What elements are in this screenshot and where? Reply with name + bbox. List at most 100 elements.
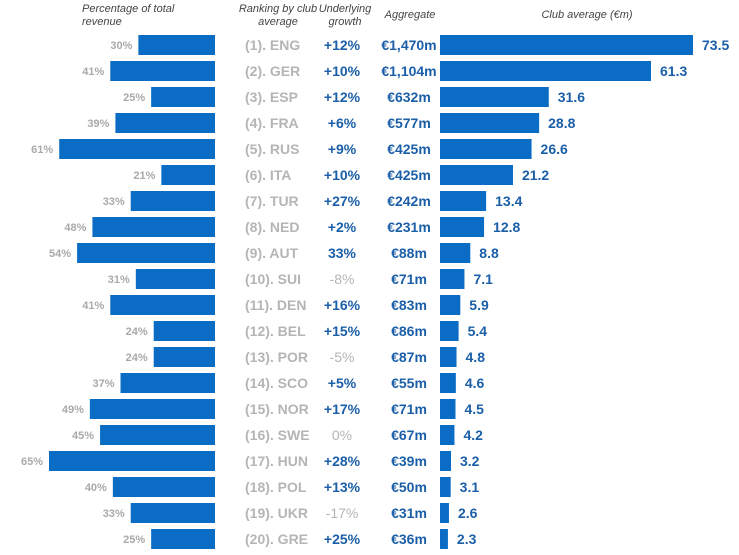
avg-bar — [440, 35, 693, 55]
growth-value: +25% — [324, 531, 361, 547]
ranking-label: (8). NED — [245, 219, 299, 235]
avg-label: 4.2 — [463, 427, 483, 443]
header-percentage-of-revenue: Percentage of total revenue — [82, 3, 175, 28]
avg-bar — [440, 373, 456, 393]
aggregate-value: €88m — [391, 245, 427, 261]
ranking-label: (5). RUS — [245, 141, 299, 157]
header-aggregate: Aggregate — [384, 9, 436, 21]
pct-label: 24% — [126, 326, 148, 338]
aggregate-value: €86m — [391, 323, 427, 339]
aggregate-value: €71m — [391, 271, 427, 287]
pct-label: 31% — [108, 274, 130, 286]
ranking-label: (12). BEL — [245, 323, 306, 339]
avg-bar — [440, 87, 549, 107]
aggregate-value: €231m — [387, 219, 431, 235]
pct-label: 24% — [126, 352, 148, 364]
avg-bar — [440, 295, 461, 315]
pct-bar — [153, 347, 215, 367]
growth-value: 33% — [328, 245, 357, 261]
aggregate-value: €71m — [391, 401, 427, 417]
ranking-label: (19). UKR — [245, 505, 308, 521]
avg-bar — [440, 269, 465, 289]
growth-value: 0% — [332, 427, 352, 443]
pct-bar — [112, 477, 215, 497]
aggregate-value: €425m — [387, 141, 431, 157]
avg-bar — [440, 529, 448, 549]
avg-bar — [440, 165, 513, 185]
avg-label: 4.6 — [465, 375, 485, 391]
pct-label: 37% — [92, 378, 114, 390]
aggregate-value: €83m — [391, 297, 427, 313]
aggregate-value: €39m — [391, 453, 427, 469]
pct-label: 21% — [133, 170, 155, 182]
avg-label: 26.6 — [541, 141, 568, 157]
ranking-label: (20). GRE — [245, 531, 308, 547]
avg-label: 3.1 — [460, 479, 480, 495]
avg-label: 61.3 — [660, 63, 687, 79]
growth-value: +28% — [324, 453, 361, 469]
ranking-label: (16). SWE — [245, 427, 310, 443]
growth-value: +12% — [324, 37, 361, 53]
avg-label: 73.5 — [702, 37, 729, 53]
aggregate-value: €242m — [387, 193, 431, 209]
aggregate-value: €31m — [391, 505, 427, 521]
pct-bar — [115, 113, 215, 133]
growth-value: -5% — [330, 349, 355, 365]
avg-bar — [440, 399, 456, 419]
avg-label: 21.2 — [522, 167, 549, 183]
avg-label: 2.6 — [458, 505, 478, 521]
growth-value: +6% — [328, 115, 357, 131]
avg-bar — [440, 217, 485, 237]
ranking-label: (4). FRA — [245, 115, 299, 131]
avg-label: 7.1 — [473, 271, 493, 287]
aggregate-value: €577m — [387, 115, 431, 131]
header-ranking: Ranking by club average — [238, 3, 318, 28]
ranking-label: (1). ENG — [245, 37, 300, 53]
avg-bar — [440, 139, 532, 159]
aggregate-value: €36m — [391, 531, 427, 547]
pct-label: 33% — [103, 196, 125, 208]
avg-label: 3.2 — [460, 453, 480, 469]
pct-bar — [130, 191, 215, 211]
growth-value: +10% — [324, 63, 361, 79]
pct-bar — [135, 269, 215, 289]
pct-label: 65% — [21, 456, 43, 468]
pct-bar — [92, 217, 215, 237]
avg-label: 5.4 — [468, 323, 488, 339]
ranking-label: (6). ITA — [245, 167, 291, 183]
aggregate-value: €1,104m — [381, 63, 436, 79]
aggregate-value: €55m — [391, 375, 427, 391]
growth-value: +9% — [328, 141, 357, 157]
avg-label: 2.3 — [457, 531, 477, 547]
growth-value: +17% — [324, 401, 361, 417]
ranking-label: (10). SUI — [245, 271, 301, 287]
avg-label: 13.4 — [495, 193, 522, 209]
avg-label: 4.8 — [466, 349, 486, 365]
growth-value: +2% — [328, 219, 357, 235]
ranking-label: (15). NOR — [245, 401, 309, 417]
avg-bar — [440, 191, 487, 211]
avg-label: 4.5 — [464, 401, 484, 417]
ranking-label: (17). HUN — [245, 453, 308, 469]
avg-label: 31.6 — [558, 89, 585, 105]
pct-bar — [89, 399, 215, 419]
avg-label: 5.9 — [469, 297, 489, 313]
pct-label: 40% — [85, 482, 107, 494]
avg-bar — [440, 477, 451, 497]
aggregate-value: €1,470m — [381, 37, 436, 53]
growth-value: -8% — [330, 271, 355, 287]
pct-bar — [138, 35, 215, 55]
pct-bar — [59, 139, 215, 159]
growth-value: +10% — [324, 167, 361, 183]
pct-label: 25% — [123, 534, 145, 546]
avg-label: 8.8 — [479, 245, 499, 261]
aggregate-value: €632m — [387, 89, 431, 105]
pct-label: 33% — [103, 508, 125, 520]
ranking-label: (7). TUR — [245, 193, 299, 209]
avg-bar — [440, 503, 449, 523]
ranking-label: (13). POR — [245, 349, 308, 365]
ranking-label: (2). GER — [245, 63, 300, 79]
pct-label: 54% — [49, 248, 71, 260]
pct-bar — [153, 321, 215, 341]
